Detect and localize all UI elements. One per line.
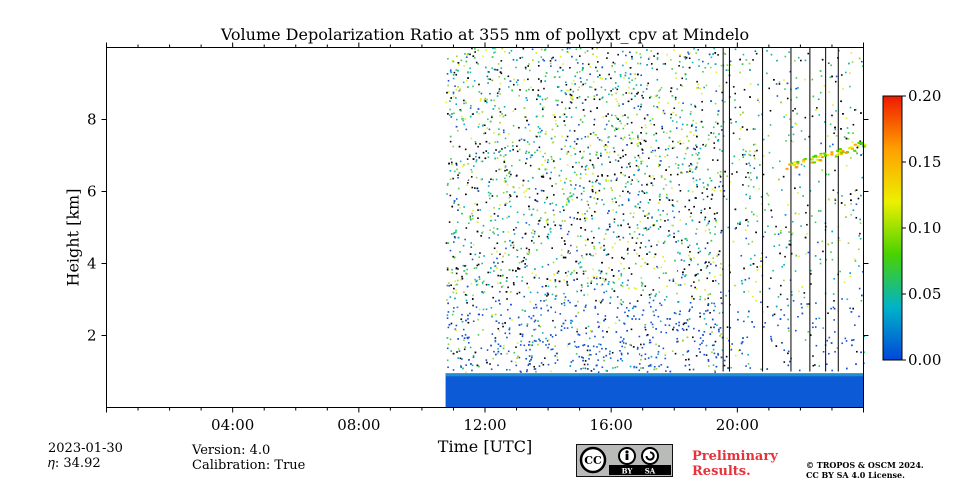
x-tick-label: 16:00 [590, 416, 633, 434]
x-tick-label: 04:00 [211, 416, 254, 434]
axes: 04:00 08:00 12:00 16:00 20:00 2 4 6 8 [87, 42, 869, 434]
date-info: 2023-01-30 𝜂: 34.92 [48, 441, 123, 471]
y-tick-label: 4 [87, 255, 97, 273]
colorbar [882, 95, 903, 361]
svg-text:SA: SA [645, 467, 656, 476]
date-text: 2023-01-30 [48, 441, 123, 456]
y-tick-label: 6 [87, 183, 97, 201]
x-tick-label: 08:00 [337, 416, 380, 434]
surface-layer [445, 373, 864, 408]
copyright-notice: © TROPOS & OSCM 2024. CC BY SA 4.0 Licen… [806, 460, 924, 480]
svg-text:CC: CC [584, 454, 602, 467]
y-tick-label: 2 [87, 327, 97, 345]
x-tick-label: 12:00 [463, 416, 506, 434]
colorbar-tick-label: 0.20 [908, 87, 941, 105]
colorbar-tick-label: 0.05 [908, 285, 941, 303]
colorbar-tick-label: 0.15 [908, 153, 941, 171]
colorbar-tick-label: 0.10 [908, 219, 941, 237]
eta-text: 𝜂: 34.92 [48, 456, 101, 471]
preliminary-notice: Preliminary Results. [692, 449, 778, 479]
plot-area [445, 47, 867, 408]
version-info: Version: 4.0 Calibration: True [192, 443, 305, 473]
x-tick-label: 20:00 [716, 416, 759, 434]
cc-icon [579, 446, 607, 474]
y-axis-label: Height [km] [63, 188, 83, 287]
colorbar-ticks: 0.00 0.05 0.10 0.15 0.20 [902, 87, 941, 369]
cc-license-badge: CC BY SA [576, 444, 673, 477]
version-text: Version: 4.0 [192, 443, 271, 458]
colorbar-tick-label: 0.00 [908, 351, 941, 369]
svg-text:BY: BY [622, 467, 634, 476]
x-axis-label: Time [UTC] [437, 437, 533, 456]
chart-title: Volume Depolarization Ratio at 355 nm of… [220, 25, 750, 44]
calibration-text: Calibration: True [192, 458, 306, 473]
y-tick-label: 8 [87, 111, 97, 129]
sa-icon [641, 447, 659, 465]
